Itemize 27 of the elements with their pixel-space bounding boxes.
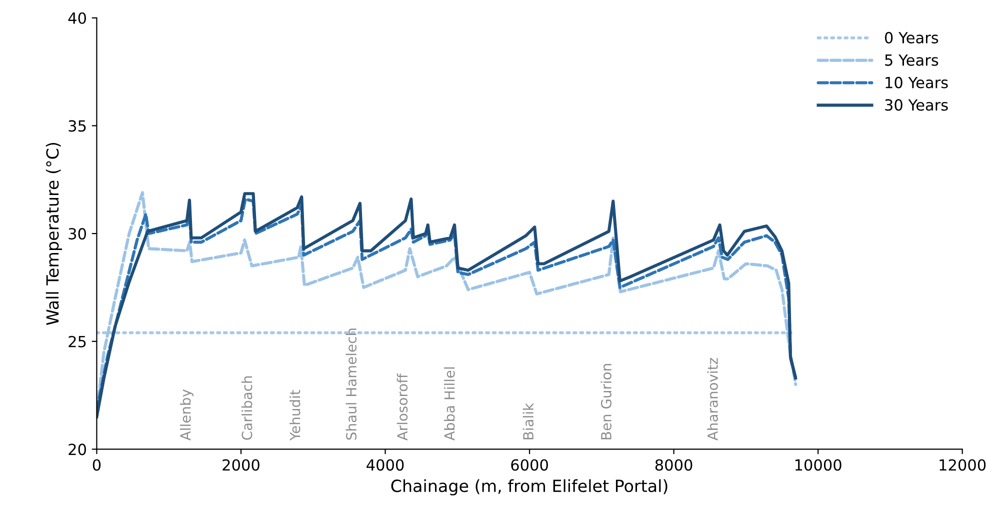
annotation: Arlosoroff — [396, 373, 408, 440]
x-tick-label: 8000 — [655, 459, 692, 471]
y-tick-label: 20 — [68, 444, 86, 456]
legend-label: 10 Years — [886, 76, 948, 88]
x-axis-title: Chainage (m, from Elifelet Portal) — [391, 479, 668, 496]
x-tick-label: 4000 — [366, 459, 404, 471]
annotation: Aharanovitz — [707, 358, 718, 440]
annotation: Carlibach — [241, 376, 252, 440]
y-tick-label: 40 — [68, 12, 86, 24]
x-tick-label: 6000 — [511, 459, 548, 471]
y-tick-label: 35 — [68, 120, 86, 132]
x-tick-label: 12000 — [940, 459, 986, 471]
annotation: Abba Hillel — [444, 367, 455, 440]
x-tick-label: 2000 — [222, 459, 260, 471]
annotation: Bialik — [522, 402, 534, 440]
y-tick-label: 30 — [68, 228, 86, 240]
annotation: Yehudit — [290, 390, 300, 441]
y-axis-title: Wall Temperature (°C) — [46, 142, 62, 325]
legend-label: 30 Years — [885, 99, 948, 111]
annotation: Shaul Hamelech — [346, 328, 357, 440]
y-tick-label: 25 — [68, 336, 86, 348]
x-tick-label: 0 — [92, 459, 101, 471]
x-tick-label: 10000 — [795, 459, 842, 471]
annotation: Allenby — [180, 389, 194, 440]
annotation: Ben Gurion — [600, 364, 612, 440]
legend-label: 5 Years — [885, 54, 938, 66]
legend-label: 0 Years — [884, 32, 938, 44]
